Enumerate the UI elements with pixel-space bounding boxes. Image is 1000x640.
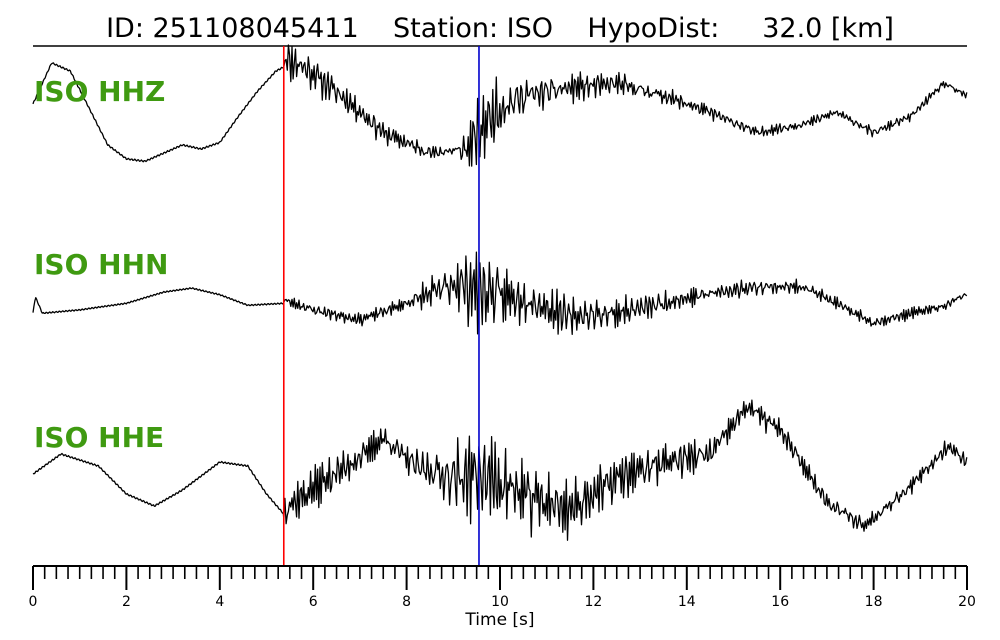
trace-line <box>32 44 968 167</box>
x-tick-label: 20 <box>958 594 976 610</box>
channel-labels-group: ISO HHZ ISO HHN ISO HHE <box>34 75 168 454</box>
x-axis: 0 2 4 6 8 10 12 14 16 18 20 <box>29 565 976 610</box>
x-tick-label: 12 <box>584 594 602 610</box>
channel-label: ISO HHZ <box>34 75 165 108</box>
x-tick-label: 8 <box>402 594 411 610</box>
channel-label: ISO HHE <box>34 421 164 454</box>
x-tick-label: 16 <box>771 594 789 610</box>
trace-line <box>32 251 968 335</box>
channel-label: ISO HHN <box>34 248 168 281</box>
x-tick-label: 18 <box>865 594 883 610</box>
x-tick-label: 4 <box>215 594 224 610</box>
x-tick-label: 14 <box>678 594 696 610</box>
x-tick-label: 0 <box>29 594 38 610</box>
trace-line <box>32 399 968 541</box>
x-tick-label: 2 <box>122 594 131 610</box>
chart-title: ID: 251108045411 Station: ISO HypoDist: … <box>106 13 894 44</box>
traces-group <box>32 44 968 541</box>
x-tick-label: 10 <box>491 594 509 610</box>
x-tick-label: 6 <box>309 594 318 610</box>
x-axis-label: Time [s] <box>464 610 534 630</box>
picks-group <box>282 46 480 566</box>
